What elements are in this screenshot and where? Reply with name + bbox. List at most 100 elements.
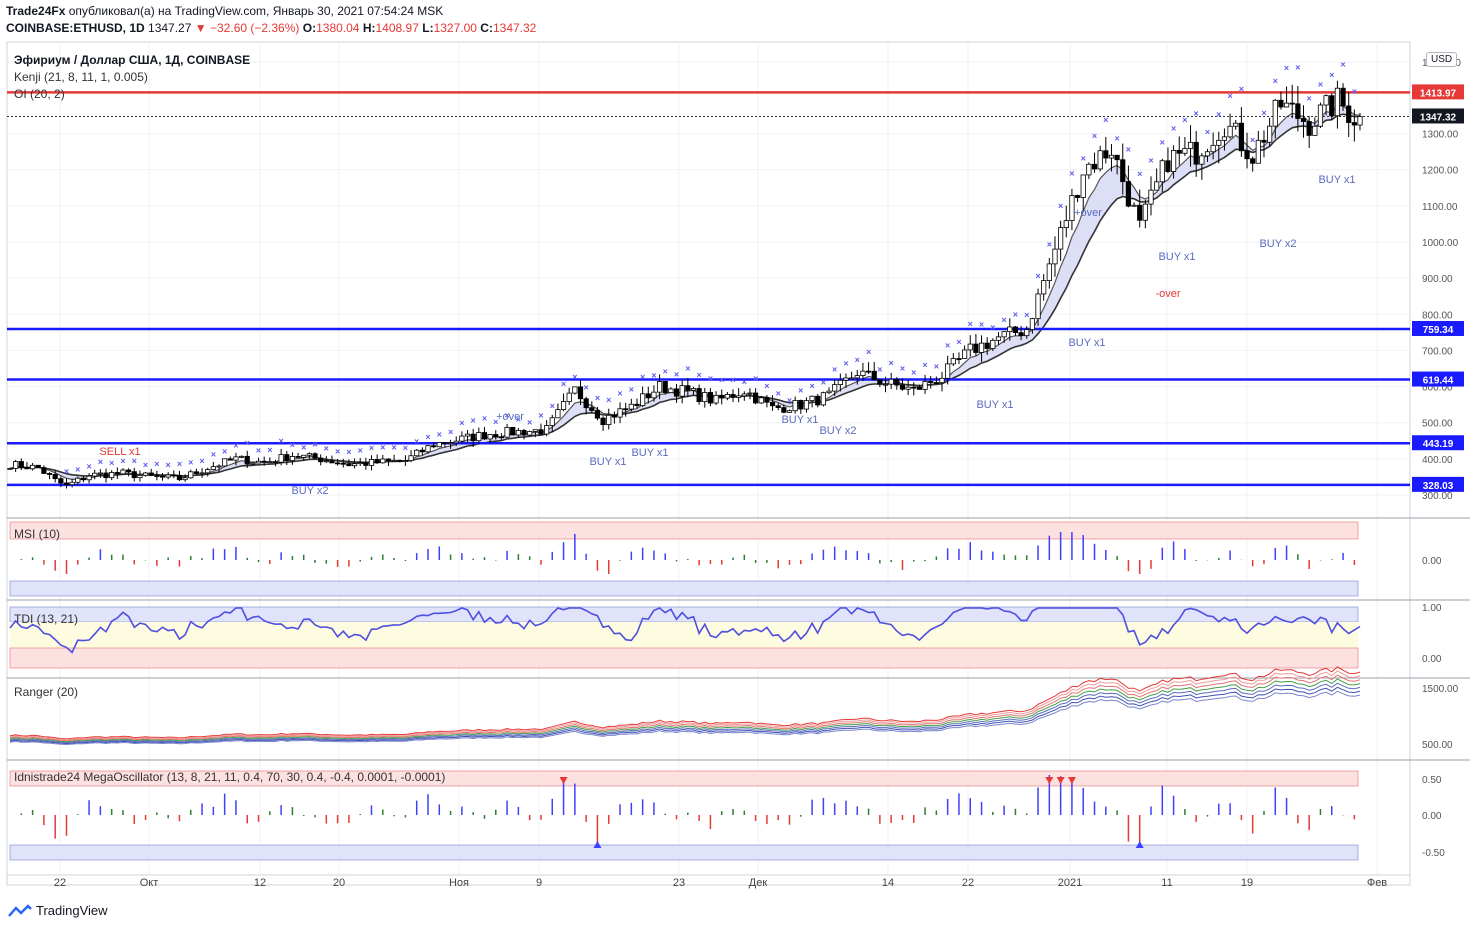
candle bbox=[521, 429, 527, 440]
candle bbox=[335, 458, 341, 466]
signal-marker: × bbox=[391, 442, 396, 452]
signal-marker: × bbox=[787, 396, 792, 406]
signal-marker: × bbox=[832, 365, 837, 375]
candle bbox=[634, 398, 640, 409]
signal-marker: × bbox=[301, 443, 306, 453]
price-label-box bbox=[1412, 435, 1464, 451]
currency-badge[interactable]: USD bbox=[1426, 52, 1458, 67]
candle bbox=[92, 469, 98, 480]
candle bbox=[159, 472, 166, 481]
msi-upper-zone bbox=[9, 521, 1359, 540]
candle bbox=[611, 411, 617, 424]
signal-marker: × bbox=[1047, 240, 1052, 250]
signal-marker: × bbox=[437, 429, 442, 439]
signal-marker: × bbox=[1081, 154, 1086, 164]
signal-marker: × bbox=[335, 447, 340, 457]
signal-marker: × bbox=[584, 383, 589, 393]
candle bbox=[736, 388, 742, 403]
x-tick-label: 2021 bbox=[1058, 877, 1082, 889]
candle bbox=[385, 458, 392, 467]
candle bbox=[142, 471, 149, 477]
kenji-fast-line bbox=[9, 105, 1361, 481]
ranger-title: Ranger (20) bbox=[14, 685, 78, 699]
signal-marker: × bbox=[154, 459, 159, 469]
mega-lower-zone bbox=[9, 844, 1359, 861]
candle bbox=[442, 441, 448, 448]
tdi-lower-zone bbox=[9, 647, 1359, 669]
signal-marker: × bbox=[617, 388, 622, 398]
candle bbox=[967, 335, 973, 357]
candle bbox=[945, 355, 951, 385]
candle bbox=[1120, 143, 1126, 195]
candle bbox=[436, 442, 442, 448]
author-name[interactable]: Trade24Fx bbox=[6, 4, 66, 18]
candle bbox=[577, 380, 584, 405]
signal-marker: × bbox=[990, 322, 995, 332]
candle bbox=[640, 386, 646, 407]
signal-marker: × bbox=[1002, 315, 1007, 325]
signal-marker: × bbox=[75, 465, 80, 475]
signal-marker: × bbox=[1092, 131, 1097, 141]
candle bbox=[995, 332, 1002, 345]
signal-marker: × bbox=[166, 460, 171, 470]
signal-marker: × bbox=[719, 375, 724, 385]
signal-label: -over bbox=[1155, 288, 1180, 300]
x-tick-label: Дек bbox=[749, 877, 768, 889]
signal-marker: × bbox=[380, 442, 385, 452]
candle bbox=[481, 427, 488, 441]
candle bbox=[668, 387, 674, 393]
price-label-box bbox=[1412, 371, 1464, 387]
signal-marker: × bbox=[798, 386, 803, 396]
candle bbox=[391, 454, 397, 462]
y-tick-label: 400.00 bbox=[1422, 455, 1453, 466]
publish-header: Trade24Fx опубликовал(а) на TradingView.… bbox=[6, 4, 443, 18]
signal-marker: × bbox=[1013, 310, 1018, 320]
y-tick-label: -0.50 bbox=[1422, 848, 1445, 859]
signal-marker: × bbox=[493, 417, 498, 427]
candle bbox=[662, 381, 668, 395]
signal-label: BUY x1 bbox=[1318, 174, 1355, 186]
symbol-label[interactable]: COINBASE:ETHUSD, 1D bbox=[6, 21, 145, 35]
candle bbox=[911, 382, 917, 396]
candle bbox=[1148, 176, 1154, 216]
candle bbox=[318, 454, 324, 466]
price-label-text: 328.03 bbox=[1423, 481, 1454, 492]
x-tick-label: Ноя bbox=[449, 877, 469, 889]
candle bbox=[572, 386, 578, 395]
candle bbox=[363, 457, 369, 470]
ranger-line bbox=[9, 678, 1361, 743]
signal-marker: × bbox=[900, 364, 905, 374]
candle bbox=[685, 378, 691, 398]
candle bbox=[244, 450, 250, 468]
candle bbox=[899, 378, 906, 391]
candle bbox=[758, 396, 764, 404]
candle bbox=[1289, 84, 1295, 119]
candle bbox=[284, 451, 290, 466]
candle bbox=[532, 429, 538, 438]
candle bbox=[1018, 325, 1024, 341]
ranger-line bbox=[9, 674, 1361, 742]
candle bbox=[103, 468, 109, 483]
buy-triangle-icon bbox=[593, 841, 602, 848]
candle bbox=[623, 402, 629, 417]
candle bbox=[329, 455, 335, 464]
candle bbox=[1250, 156, 1256, 172]
signal-marker: × bbox=[527, 417, 532, 427]
candle bbox=[549, 414, 555, 433]
candle bbox=[402, 455, 408, 466]
candle bbox=[679, 380, 685, 404]
price-label-text: 619.44 bbox=[1423, 376, 1454, 387]
candle bbox=[1182, 137, 1188, 157]
tradingview-footer: TradingView bbox=[8, 903, 108, 918]
candle bbox=[696, 384, 702, 405]
candle bbox=[1091, 152, 1098, 173]
candle bbox=[984, 337, 990, 355]
candle bbox=[730, 389, 736, 402]
candle bbox=[351, 458, 358, 469]
signal-marker: × bbox=[199, 456, 204, 466]
signal-marker: × bbox=[290, 440, 295, 450]
y-tick-label: 700.00 bbox=[1422, 346, 1453, 357]
candle bbox=[261, 456, 267, 466]
signal-marker: × bbox=[358, 446, 363, 456]
